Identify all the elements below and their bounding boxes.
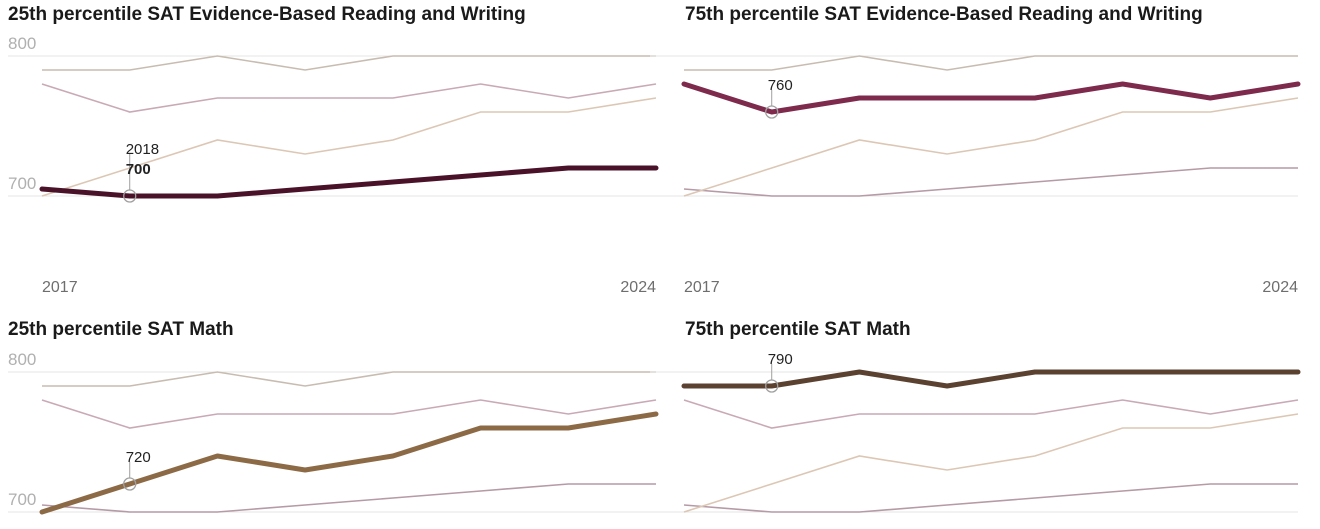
annotation-marker <box>123 477 137 491</box>
y-tick-label: 800 <box>8 34 36 53</box>
context-line-math25 <box>683 97 1299 197</box>
annotation-marker <box>765 379 779 393</box>
annotation-marker <box>765 105 779 119</box>
highlight-line-math25 <box>39 411 659 515</box>
x-tick-label: 2024 <box>620 279 656 296</box>
y-tick-label: 700 <box>8 174 36 193</box>
context-line-math75 <box>684 55 1298 71</box>
chart-panel-1: 25th percentile SAT Evidence-Based Readi… <box>8 4 659 296</box>
context-line-ebrw25 <box>41 483 656 513</box>
context-line-ebrw75 <box>683 399 1299 429</box>
highlight-line-ebrw75 <box>681 81 1301 115</box>
chart-title: 25th percentile SAT Math <box>8 319 234 340</box>
chart-panel-3: 25th percentile SAT Math 800 700 720 <box>8 319 659 515</box>
x-tick-label: 2017 <box>684 279 720 296</box>
chart-panel-4: 75th percentile SAT Math 790 <box>650 319 1301 513</box>
highlight-line-ebrw25 <box>39 165 659 199</box>
context-line-math75 <box>42 55 656 71</box>
annotation-value: 700 <box>126 161 151 178</box>
annotation-value: 760 <box>768 77 793 94</box>
context-line-ebrw25 <box>683 483 1298 513</box>
context-line-ebrw75 <box>41 399 657 429</box>
context-line-ebrw25 <box>683 167 1298 197</box>
highlight-line-math75 <box>681 369 1301 389</box>
context-line-math25 <box>683 413 1299 513</box>
y-tick-label: 700 <box>8 490 36 509</box>
context-line-math75 <box>42 371 656 387</box>
annotation-value: 790 <box>768 351 793 368</box>
x-tick-label: 2024 <box>1262 279 1298 296</box>
chart-panel-2: 75th percentile SAT Evidence-Based Readi… <box>650 4 1301 296</box>
chart-title: 25th percentile SAT Evidence-Based Readi… <box>8 4 526 25</box>
context-line-ebrw75 <box>41 83 657 113</box>
context-line-math25 <box>41 97 657 197</box>
annotation-marker <box>123 189 137 203</box>
chart-title: 75th percentile SAT Math <box>685 319 911 340</box>
chart-title: 75th percentile SAT Evidence-Based Readi… <box>685 4 1203 25</box>
annotation-value: 720 <box>126 449 151 466</box>
annotation-year: 2018 <box>126 141 159 158</box>
y-tick-label: 800 <box>8 350 36 369</box>
x-tick-label: 2017 <box>42 279 78 296</box>
